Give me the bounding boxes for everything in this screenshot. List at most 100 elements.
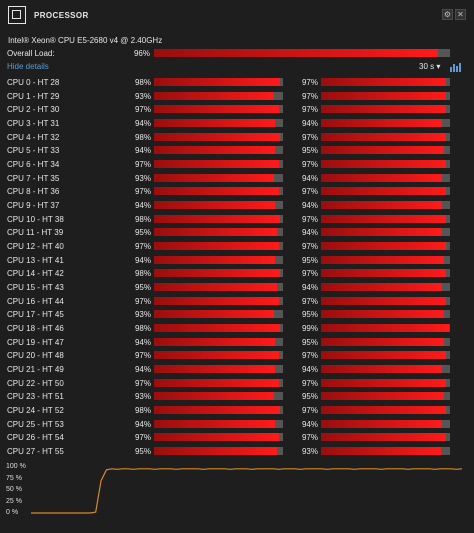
- core-load-fill: [154, 406, 281, 415]
- y-tick-label: 75 %: [6, 474, 22, 482]
- thread-load-value: 95%: [301, 255, 318, 265]
- core-load-fill: [154, 337, 276, 346]
- gear-icon[interactable]: ⚙: [442, 9, 453, 20]
- core-row: CPU 22 - HT 50 97% 97%: [0, 377, 474, 389]
- thread-load-value: 97%: [301, 406, 318, 416]
- thread-load-fill: [321, 242, 447, 251]
- thread-load-fill: [321, 365, 443, 374]
- core-label: CPU 16 - HT 44: [7, 296, 64, 306]
- core-load-fill: [154, 160, 280, 169]
- core-label: CPU 9 - HT 37: [7, 201, 60, 211]
- core-load-value: 97%: [134, 433, 151, 443]
- core-load-value: 94%: [134, 146, 151, 156]
- y-tick-label: 100 %: [6, 463, 26, 470]
- core-row: CPU 8 - HT 36 97% 97%: [0, 185, 474, 197]
- core-label: CPU 26 - HT 54: [7, 433, 64, 443]
- core-label: CPU 6 - HT 34: [7, 160, 60, 170]
- core-label: CPU 13 - HT 41: [7, 255, 64, 265]
- thread-load-fill: [321, 146, 444, 155]
- thread-load-value: 97%: [301, 187, 318, 197]
- core-label: CPU 0 - HT 28: [7, 78, 60, 87]
- thread-load-fill: [321, 337, 444, 346]
- core-load-value: 94%: [134, 337, 151, 347]
- load-history-graph: 100 % 75 % 50 % 25 % 0 %: [0, 462, 474, 533]
- core-load-fill: [154, 365, 276, 374]
- core-load-bar: [154, 160, 283, 169]
- close-icon[interactable]: ✕: [455, 9, 466, 20]
- core-label: CPU 10 - HT 38: [7, 214, 64, 224]
- thread-load-fill: [321, 255, 444, 264]
- core-load-bar: [154, 392, 283, 401]
- core-load-bar: [154, 337, 283, 346]
- overall-load-value: 96%: [133, 49, 150, 58]
- core-load-fill: [154, 378, 280, 387]
- core-load-fill: [154, 119, 276, 127]
- core-load-fill: [154, 187, 280, 196]
- time-range-select[interactable]: 30 s ▾: [419, 62, 440, 71]
- thread-load-bar: [321, 160, 450, 169]
- core-load-bar: [154, 419, 283, 428]
- y-tick-label: 25 %: [6, 497, 22, 505]
- core-load-value: 98%: [134, 324, 151, 334]
- core-row: CPU 9 - HT 37 94% 94%: [0, 199, 474, 211]
- core-row: CPU 17 - HT 45 93% 95%: [0, 308, 474, 320]
- core-load-value: 97%: [134, 296, 151, 306]
- core-load-bar: [154, 296, 283, 305]
- thread-load-fill: [321, 406, 447, 415]
- thread-load-value: 97%: [301, 214, 318, 224]
- thread-load-bar: [321, 419, 450, 428]
- core-load-value: 95%: [134, 447, 151, 457]
- core-load-fill: [154, 173, 274, 182]
- core-load-bar: [154, 255, 283, 264]
- core-load-value: 93%: [134, 310, 151, 320]
- core-row: CPU 15 - HT 43 95% 94%: [0, 281, 474, 293]
- core-load-fill: [154, 255, 276, 264]
- time-range-value: 30 s: [419, 62, 435, 71]
- core-load-fill: [154, 91, 274, 100]
- thread-load-fill: [321, 310, 444, 319]
- core-load-fill: [154, 146, 276, 155]
- bar-chart-icon[interactable]: [449, 62, 461, 72]
- thread-load-fill: [321, 119, 443, 127]
- load-history-plot: [31, 468, 463, 514]
- core-row: CPU 16 - HT 44 97% 97%: [0, 295, 474, 307]
- core-row: CPU 21 - HT 49 94% 94%: [0, 363, 474, 375]
- core-load-value: 98%: [134, 78, 151, 87]
- thread-load-fill: [321, 173, 443, 182]
- core-row: CPU 0 - HT 28 98% 97%: [0, 76, 474, 88]
- thread-load-bar: [321, 433, 450, 442]
- core-load-fill: [154, 105, 280, 114]
- thread-load-bar: [321, 105, 450, 114]
- core-row: CPU 5 - HT 33 94% 95%: [0, 144, 474, 156]
- core-load-bar: [154, 173, 283, 182]
- core-row: CPU 3 - HT 31 94% 94%: [0, 117, 474, 129]
- core-load-value: 94%: [134, 365, 151, 375]
- core-label: CPU 4 - HT 32: [7, 132, 60, 142]
- core-label: CPU 18 - HT 46: [7, 324, 64, 334]
- y-tick-label: 0 %: [6, 509, 19, 516]
- core-load-bar: [154, 447, 283, 456]
- core-load-value: 97%: [134, 378, 151, 388]
- overall-load-label: Overall Load:: [7, 49, 55, 58]
- thread-load-fill: [321, 105, 447, 114]
- core-load-value: 98%: [134, 269, 151, 279]
- core-load-fill: [154, 283, 277, 292]
- thread-load-value: 97%: [301, 242, 318, 252]
- core-load-bar: [154, 433, 283, 442]
- core-load-fill: [154, 201, 276, 210]
- core-load-bar: [154, 310, 283, 319]
- thread-load-value: 95%: [301, 310, 318, 320]
- thread-load-bar: [321, 296, 450, 305]
- core-load-value: 94%: [134, 201, 151, 211]
- core-label: CPU 2 - HT 30: [7, 105, 60, 115]
- thread-load-fill: [321, 78, 447, 86]
- core-label: CPU 27 - HT 55: [7, 447, 64, 457]
- core-load-fill: [154, 351, 280, 360]
- overall-load-bar: [154, 49, 450, 57]
- thread-load-bar: [321, 173, 450, 182]
- hide-details-link[interactable]: Hide details: [7, 62, 49, 71]
- thread-load-value: 97%: [301, 78, 318, 87]
- core-label: CPU 14 - HT 42: [7, 269, 64, 279]
- core-row: CPU 1 - HT 29 93% 97%: [0, 90, 474, 102]
- core-load-value: 94%: [134, 419, 151, 429]
